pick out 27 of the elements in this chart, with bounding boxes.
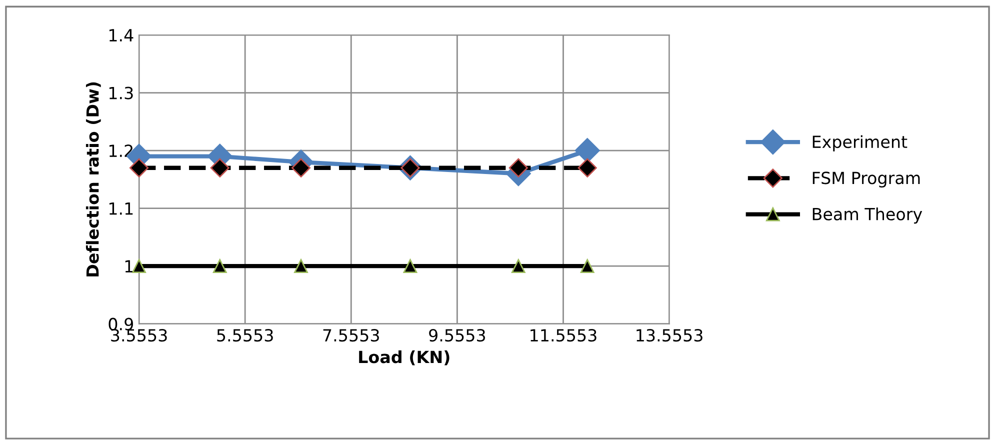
x-tick-label: 9.5553 [429, 328, 485, 342]
point [129, 158, 149, 178]
y-tick-label: 1.1 [109, 202, 133, 215]
x-tick-label: 3.5553 [111, 328, 167, 342]
point [294, 259, 308, 274]
y-tick-label: 0.9 [108, 318, 133, 330]
y-tick-label: 1.4 [109, 29, 134, 42]
x-tick-label: 13.5553 [636, 328, 702, 342]
point [212, 259, 227, 274]
legend-label: Experiment [812, 135, 908, 152]
point [403, 259, 418, 274]
legend-label: Beam Theory [812, 207, 922, 224]
x-tick-label: 11.5553 [530, 328, 596, 342]
legend-label: FSM Program [812, 172, 920, 188]
point [132, 259, 146, 274]
x-tick-label: 7.5553 [323, 328, 379, 342]
point [291, 158, 311, 178]
point [210, 158, 230, 178]
point [578, 158, 597, 178]
point [580, 259, 594, 274]
x-tick-label: 5.5553 [217, 328, 273, 342]
point [508, 158, 528, 178]
y-tick-label: 1.3 [109, 86, 133, 100]
y-tick-label: 1 [125, 260, 133, 272]
x-axis-title: Load (KN) [359, 350, 450, 366]
y-axis-title: Deflection ratio (Dw) [86, 82, 101, 276]
point [511, 259, 526, 274]
